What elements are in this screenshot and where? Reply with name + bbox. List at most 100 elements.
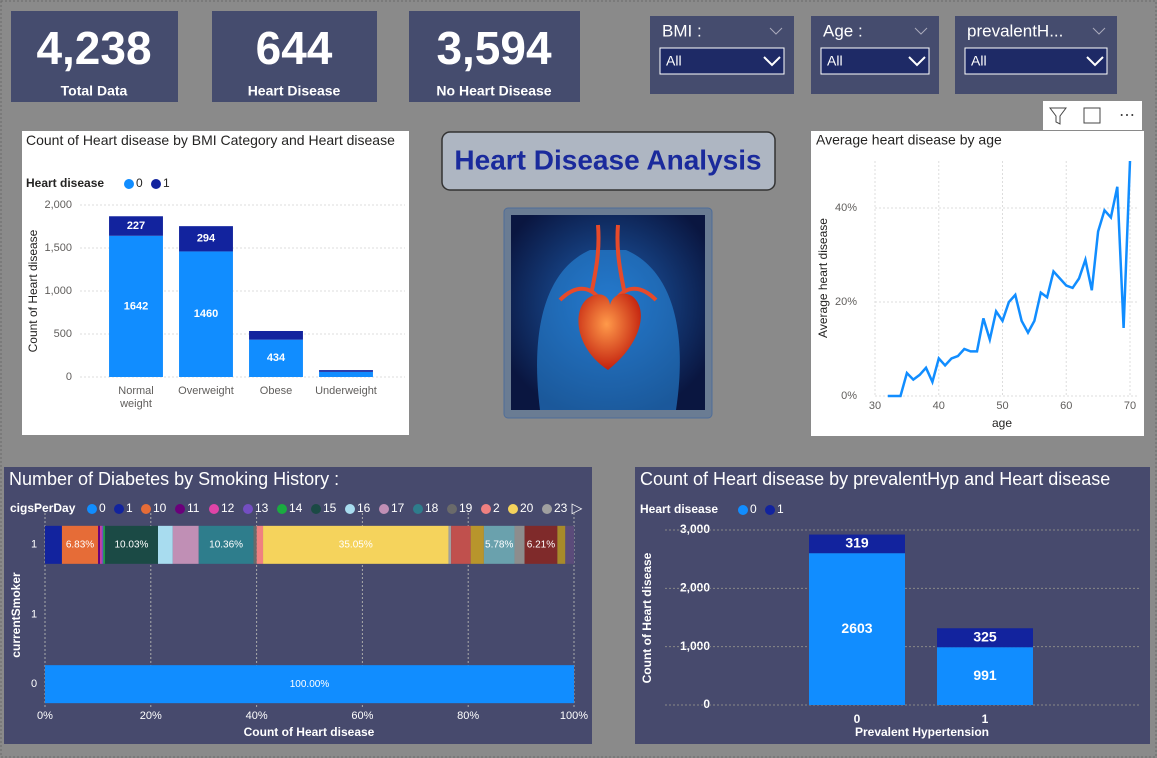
slicer-value: All [827, 53, 843, 69]
y-axis-title: Count of Heart disease [26, 229, 40, 352]
y-axis-title: Average heart disease [816, 218, 830, 338]
slicer-dropdown[interactable] [820, 47, 930, 75]
legend-label: 2 [493, 501, 500, 515]
x-tick-label: 100% [560, 710, 588, 722]
bar-segment [809, 534, 905, 554]
dropdown-arrow [763, 56, 781, 67]
y-axis-title: Count of Heart disease [640, 552, 654, 683]
legend-label: 17 [391, 501, 405, 515]
legend-marker [765, 505, 775, 515]
x-tick-label: Normal weight [118, 385, 154, 410]
legend-label: 14 [289, 501, 303, 515]
bar-segment [524, 525, 558, 564]
bar-segment [109, 235, 163, 377]
legend-marker [277, 504, 287, 514]
slicer-value: All [666, 53, 682, 69]
bar-segment [263, 525, 449, 564]
legend-label: 0 [750, 502, 757, 516]
legend-marker [151, 179, 161, 189]
data-label: 434 [267, 352, 286, 364]
data-label: 2603 [841, 620, 872, 636]
chart-title: Count of Heart disease by BMI Category a… [26, 132, 395, 148]
bar-segment [937, 628, 1033, 648]
dashboard-title: Heart Disease Analysis [454, 144, 761, 175]
bar-segment [448, 525, 452, 564]
bar-segment [45, 525, 62, 564]
legend-marker [447, 504, 457, 514]
legend-marker [114, 504, 124, 514]
bar-segment [451, 525, 471, 564]
slicer-collapse [769, 27, 783, 35]
x-axis-title: age [992, 416, 1012, 430]
slicer-dropdown[interactable] [659, 47, 785, 75]
y-tick-label: 40% [835, 202, 857, 214]
legend-marker [124, 179, 134, 189]
data-label: 294 [197, 233, 216, 245]
bar-segment [157, 525, 173, 564]
y-tick-label: 1,000 [680, 639, 710, 653]
x-tick-label: 70 [1124, 400, 1136, 412]
visual-header: ⋯ [1043, 101, 1142, 130]
legend-marker [508, 504, 518, 514]
data-label: 10.36% [209, 539, 243, 550]
header-bg [1043, 101, 1142, 130]
bar-segment [557, 525, 566, 564]
kpi-value: 4,238 [36, 22, 151, 74]
slicer-dropdown[interactable] [964, 47, 1108, 75]
x-tick-label: 0 [853, 713, 861, 726]
y-tick-label: 500 [54, 328, 72, 340]
heart [578, 293, 641, 370]
more-icon[interactable]: ⋯ [1119, 107, 1135, 124]
chart-title: Count of Heart disease by prevalentHyp a… [640, 469, 1110, 489]
x-tick-label: 30 [869, 400, 881, 412]
legend-scroll[interactable]: ▷ [572, 500, 583, 516]
legend-label: 15 [323, 501, 337, 515]
legend-title: cigsPerDay [10, 501, 76, 515]
legend-label: 18 [425, 501, 439, 515]
data-label: 1642 [124, 300, 148, 312]
x-tick-label: 0 [853, 713, 861, 726]
legend-marker [87, 504, 97, 514]
legend-marker [413, 504, 423, 514]
kpi-card [212, 11, 377, 102]
bar-segment [179, 251, 233, 377]
legend-title: Heart disease [640, 502, 718, 516]
legend-label: 12 [221, 501, 235, 515]
dropdown-arrow [1086, 56, 1104, 67]
legend-marker [379, 504, 389, 514]
x-tick-label: Overweight [178, 385, 234, 397]
bar-segment [103, 525, 105, 564]
legend-label: 11 [187, 501, 200, 515]
bar-segment [565, 525, 574, 564]
bar-segment [319, 371, 373, 377]
x-tick-label: Normal weight [118, 385, 154, 410]
bar-segment [61, 525, 99, 564]
legend-label: 19 [459, 501, 473, 515]
data-label: 991 [973, 667, 997, 683]
kpi-card [11, 11, 178, 102]
bar-segment [470, 525, 484, 564]
vessels [558, 224, 658, 302]
heart-image [503, 207, 713, 419]
legend-label: 23 [554, 501, 568, 515]
focus-icon[interactable] [1083, 107, 1101, 124]
slicer-label: prevalentH... [967, 21, 1063, 40]
legend-marker [738, 505, 748, 515]
kpi-label: Heart Disease [248, 83, 341, 99]
filter-icon[interactable] [1049, 107, 1067, 125]
y-tick-label: 1 [31, 608, 37, 620]
x-axis-title: Prevalent Hypertension [855, 725, 989, 739]
bar-segment [172, 525, 199, 564]
slicer-value: All [971, 53, 987, 69]
x-tick-label: 40 [933, 400, 945, 412]
kpi-label: No Heart Disease [436, 83, 551, 99]
x-tick-label: Underweight [315, 385, 377, 397]
legend-label: 16 [357, 501, 371, 515]
kpi-value: 644 [256, 22, 333, 74]
chart-title: Number of Diabetes by Smoking History : [9, 469, 339, 489]
x-tick-label: 60% [351, 710, 373, 722]
bar-segment [256, 525, 264, 564]
x-tick-label: Overweight [178, 385, 234, 397]
data-label: 227 [127, 220, 145, 232]
bar-segment [937, 647, 1033, 705]
